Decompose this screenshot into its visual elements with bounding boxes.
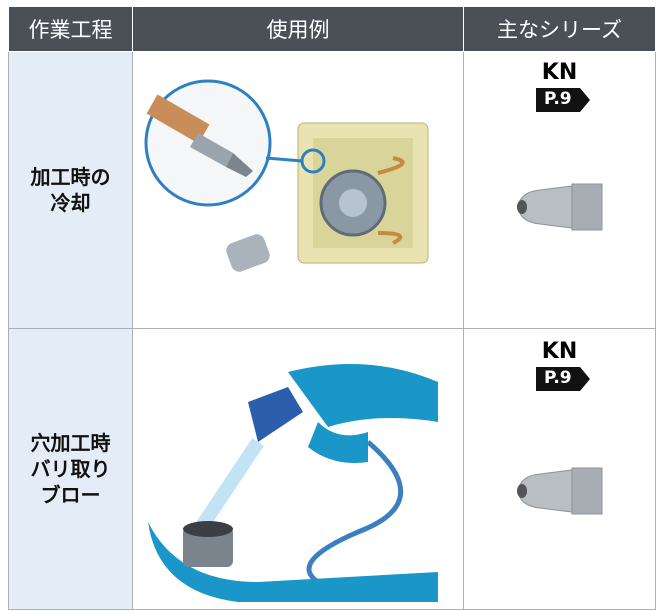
process-line: 穴加工時 [30, 431, 111, 455]
cooling-illustration [144, 79, 429, 272]
series-cell: KN P.9 [463, 51, 656, 329]
blow-illustration [148, 364, 438, 602]
header-cell: 作業工程 [8, 6, 133, 52]
header-row: 作業工程 使用例 主なシリーズ [8, 6, 656, 52]
series-cell: KN P.9 [463, 328, 656, 610]
page-badge: P.9 [536, 88, 592, 112]
row: 穴加工時 バリ取り ブロー KN P.9 [8, 328, 656, 610]
process-cell: 穴加工時 バリ取り ブロー [8, 328, 133, 610]
page-ref: P.9 [544, 89, 572, 109]
example-cell [132, 328, 464, 610]
process-line: 加工時の [30, 165, 111, 189]
nozzle-image [517, 183, 603, 231]
series-name: KN [541, 339, 578, 364]
page-ref: P.9 [544, 368, 572, 388]
process-line: バリ取り [30, 457, 111, 481]
page-badge: P.9 [536, 367, 592, 391]
process-line: ブロー [40, 483, 101, 507]
example-cell [132, 51, 464, 329]
header-cell: 使用例 [132, 6, 464, 52]
series-table: 作業工程 使用例 主なシリーズ 加工時の 冷却 KN P.9 穴加工時 バリ取り ブロ… [8, 6, 656, 610]
process-cell: 加工時の 冷却 [8, 51, 133, 329]
series-name: KN [541, 60, 578, 85]
nozzle-image [517, 467, 603, 515]
process-line: 冷却 [50, 191, 91, 215]
header-cell: 主なシリーズ [463, 6, 656, 52]
row: 加工時の 冷却 KN P.9 [8, 51, 656, 329]
